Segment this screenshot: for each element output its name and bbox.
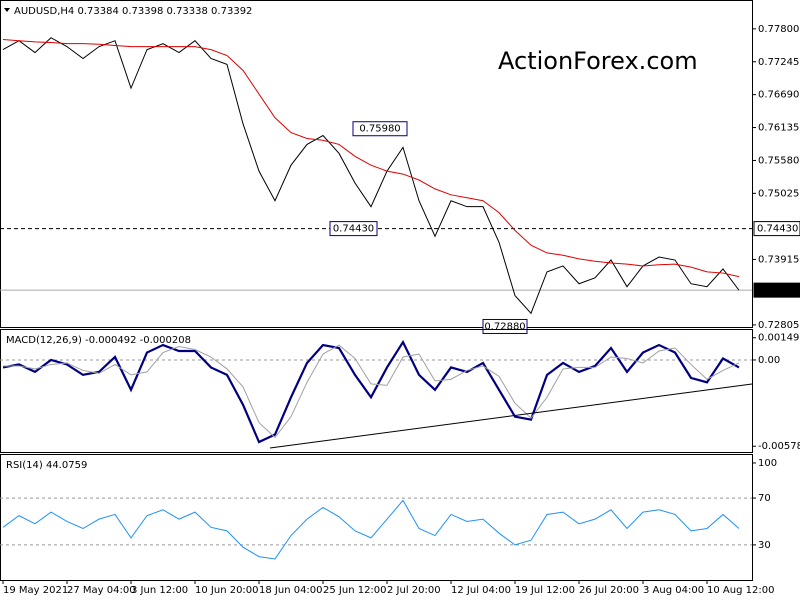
y-tick-label: 0.76135: [758, 123, 799, 134]
x-tick-label: 18 Jun 04:00: [259, 585, 323, 596]
y-tick-label: 0.77800: [758, 24, 799, 35]
series-line: [2, 37, 740, 315]
price-label: 0.74430: [757, 224, 798, 235]
y-tick-label: 0.72805: [758, 320, 799, 331]
y-tick-label: 0.001492: [758, 333, 800, 344]
x-tick-label: 26 Jul 20:00: [579, 585, 639, 596]
y-tick-label: 30: [758, 540, 771, 551]
price-label-box: [753, 221, 800, 237]
y-tick-label: 0.76690: [758, 90, 799, 101]
y-tick-label: 0.73915: [758, 254, 799, 265]
pane-title: RSI(14) 44.0759: [6, 460, 87, 471]
series-line: [2, 499, 740, 560]
x-tick-label: 3 Jun 12:00: [131, 585, 188, 596]
annotation-label: 0.75980: [359, 124, 400, 135]
x-tick-label: 19 Jul 12:00: [515, 585, 575, 596]
price-label: 0.73392: [757, 285, 798, 296]
series-line: [3, 344, 740, 439]
annotation-box: [329, 221, 378, 237]
x-tick-label: 10 Jun 20:00: [195, 585, 259, 596]
annotation-label: 0.72880: [484, 321, 525, 332]
pane-title: MACD(12,26,9) -0.000492 -0.000208: [6, 335, 191, 346]
x-tick-label: 25 Jun 12:00: [323, 585, 387, 596]
pane-frame: [0, 0, 753, 328]
x-tick-label: 19 May 2021: [3, 585, 68, 596]
annotation-label: 0.74430: [333, 224, 374, 235]
watermark: ActionForex.com: [498, 47, 698, 75]
price-label-box: [753, 282, 800, 298]
x-tick-label: 2 Jul 20:00: [387, 585, 441, 596]
y-tick-label: 0.75025: [758, 188, 799, 199]
y-tick-label: 0.00: [758, 355, 780, 366]
y-tick-label: 0.75580: [758, 155, 799, 166]
annotation-box: [352, 121, 408, 137]
pane-frame: [0, 329, 753, 453]
y-tick-label: 100: [758, 458, 777, 469]
pane-frame: [0, 454, 753, 581]
y-tick-label: 70: [758, 493, 771, 504]
menu-arrow: [4, 8, 10, 12]
series-line: [2, 339, 740, 444]
x-tick-label: 12 Jul 04:00: [451, 585, 511, 596]
x-tick-label: 27 May 04:00: [67, 585, 136, 596]
trend-line: [269, 383, 753, 449]
x-tick-label: 3 Aug 04:00: [643, 585, 704, 596]
y-tick-label: 0.77245: [758, 57, 799, 68]
y-tick-label: -0.005784: [758, 441, 800, 452]
pane-title: AUDUSD,H4 0.73384 0.73398 0.73338 0.7339…: [14, 6, 252, 17]
x-tick-label: 10 Aug 12:00: [707, 585, 774, 596]
series-line: [2, 39, 740, 278]
